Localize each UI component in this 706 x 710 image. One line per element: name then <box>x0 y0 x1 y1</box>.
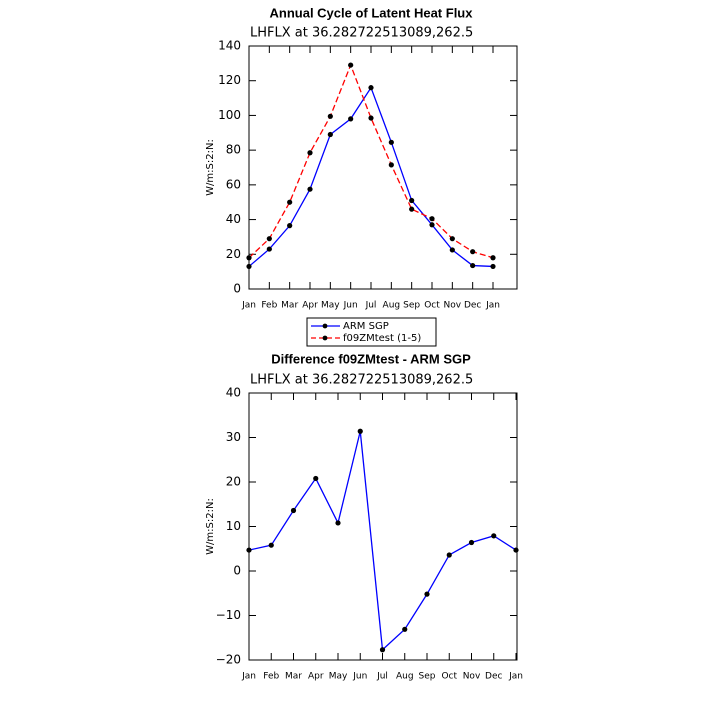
x-tick-label: Oct <box>441 672 457 682</box>
y-tick-label: 80 <box>226 143 241 157</box>
data-point <box>266 236 272 242</box>
legend-label: ARM SGP <box>343 321 389 332</box>
x-tick-label: Nov <box>444 301 462 311</box>
x-tick-label: Dec <box>464 301 481 311</box>
data-point <box>287 199 293 205</box>
x-tick-label: Dec <box>485 672 502 682</box>
y-tick-label: 20 <box>226 247 241 261</box>
y-tick-label: 120 <box>218 73 241 87</box>
data-point <box>266 246 272 252</box>
data-point <box>307 186 313 192</box>
data-point <box>287 223 293 229</box>
y-tick-label: 20 <box>226 475 241 489</box>
x-tick-label: Mar <box>285 672 302 682</box>
x-tick-label: Jun <box>352 672 367 682</box>
data-point <box>409 197 415 204</box>
x-tick-label: Aug <box>383 301 401 311</box>
x-tick-label: Feb <box>263 672 279 682</box>
data-point <box>449 247 455 253</box>
chart-title: Annual Cycle of Latent Heat Flux <box>270 5 474 20</box>
y-axis-label: W/m:S:2:N: <box>205 498 216 555</box>
plot-frame <box>248 392 518 661</box>
y-tick-label: 140 <box>218 39 241 53</box>
x-tick-label: Jan <box>241 672 256 682</box>
chart-subtitle: LHFLX at 36.282722513089,262.5 <box>250 373 473 388</box>
x-tick-label: Jan <box>241 301 256 311</box>
data-point <box>268 542 274 548</box>
data-point <box>470 262 476 269</box>
x-tick-label: Nov <box>463 672 481 682</box>
data-point <box>327 113 333 119</box>
data-point <box>348 116 354 122</box>
x-tick-label: Apr <box>308 672 324 682</box>
data-point <box>490 263 496 270</box>
x-tick-label: Jun <box>343 301 358 311</box>
data-point <box>335 520 341 526</box>
data-point <box>490 255 496 261</box>
data-point <box>429 216 435 222</box>
x-tick-label: Oct <box>424 301 440 311</box>
data-point <box>307 150 313 156</box>
y-tick-label: 30 <box>226 430 241 444</box>
data-point <box>368 85 374 91</box>
data-point <box>246 547 252 553</box>
y-tick-label: 10 <box>226 519 241 533</box>
plot-frame <box>248 45 518 290</box>
series-line <box>248 86 494 268</box>
x-tick-label: Apr <box>302 301 318 311</box>
y-tick-label: 0 <box>233 282 241 296</box>
data-point <box>357 428 363 434</box>
x-tick-label: Jan <box>485 301 500 311</box>
data-point <box>388 139 394 145</box>
series-line <box>248 63 494 259</box>
y-axis-label: W/m:S:2:N: <box>205 139 216 196</box>
legend-box <box>306 317 437 347</box>
data-point <box>402 626 408 632</box>
series-line <box>248 431 517 652</box>
data-point <box>446 552 452 558</box>
data-point <box>379 647 386 653</box>
y-tick-label: 60 <box>226 177 241 191</box>
data-point <box>468 539 475 546</box>
legend-label: f09ZMtest (1-5) <box>343 333 421 344</box>
data-point <box>409 206 415 212</box>
data-point <box>449 236 455 242</box>
y-tick-label: 40 <box>226 212 241 226</box>
data-point <box>327 131 333 138</box>
x-tick-label: Jul <box>376 672 388 682</box>
data-point <box>290 507 297 514</box>
x-tick-label: Aug <box>396 672 414 682</box>
data-point <box>348 62 354 68</box>
y-tick-label: 0 <box>233 564 241 578</box>
y-tick-label: 40 <box>226 386 241 400</box>
y-tick-label: −20 <box>216 653 241 667</box>
data-point <box>429 222 435 228</box>
x-tick-label: Jan <box>508 672 523 682</box>
x-tick-label: Feb <box>261 301 277 311</box>
data-point <box>424 591 430 597</box>
legend-marker <box>322 323 328 329</box>
chart-title: Difference f09ZMtest - ARM SGP <box>271 351 471 366</box>
data-point <box>246 263 252 270</box>
data-point <box>491 533 497 539</box>
x-tick-label: May <box>321 301 340 311</box>
data-point <box>388 162 394 168</box>
x-tick-label: Sep <box>419 672 436 682</box>
x-tick-label: Sep <box>403 301 420 311</box>
data-point <box>470 249 476 255</box>
chart-subtitle: LHFLX at 36.282722513089,262.5 <box>250 26 473 41</box>
data-point <box>246 255 252 261</box>
data-point <box>513 547 519 553</box>
x-tick-label: May <box>329 672 348 682</box>
data-point <box>368 115 374 121</box>
legend-marker <box>322 335 328 341</box>
data-point <box>313 475 319 482</box>
y-tick-label: 100 <box>218 108 241 122</box>
y-tick-label: −10 <box>216 608 241 622</box>
x-tick-label: Mar <box>281 301 298 311</box>
x-tick-label: Jul <box>365 301 377 311</box>
